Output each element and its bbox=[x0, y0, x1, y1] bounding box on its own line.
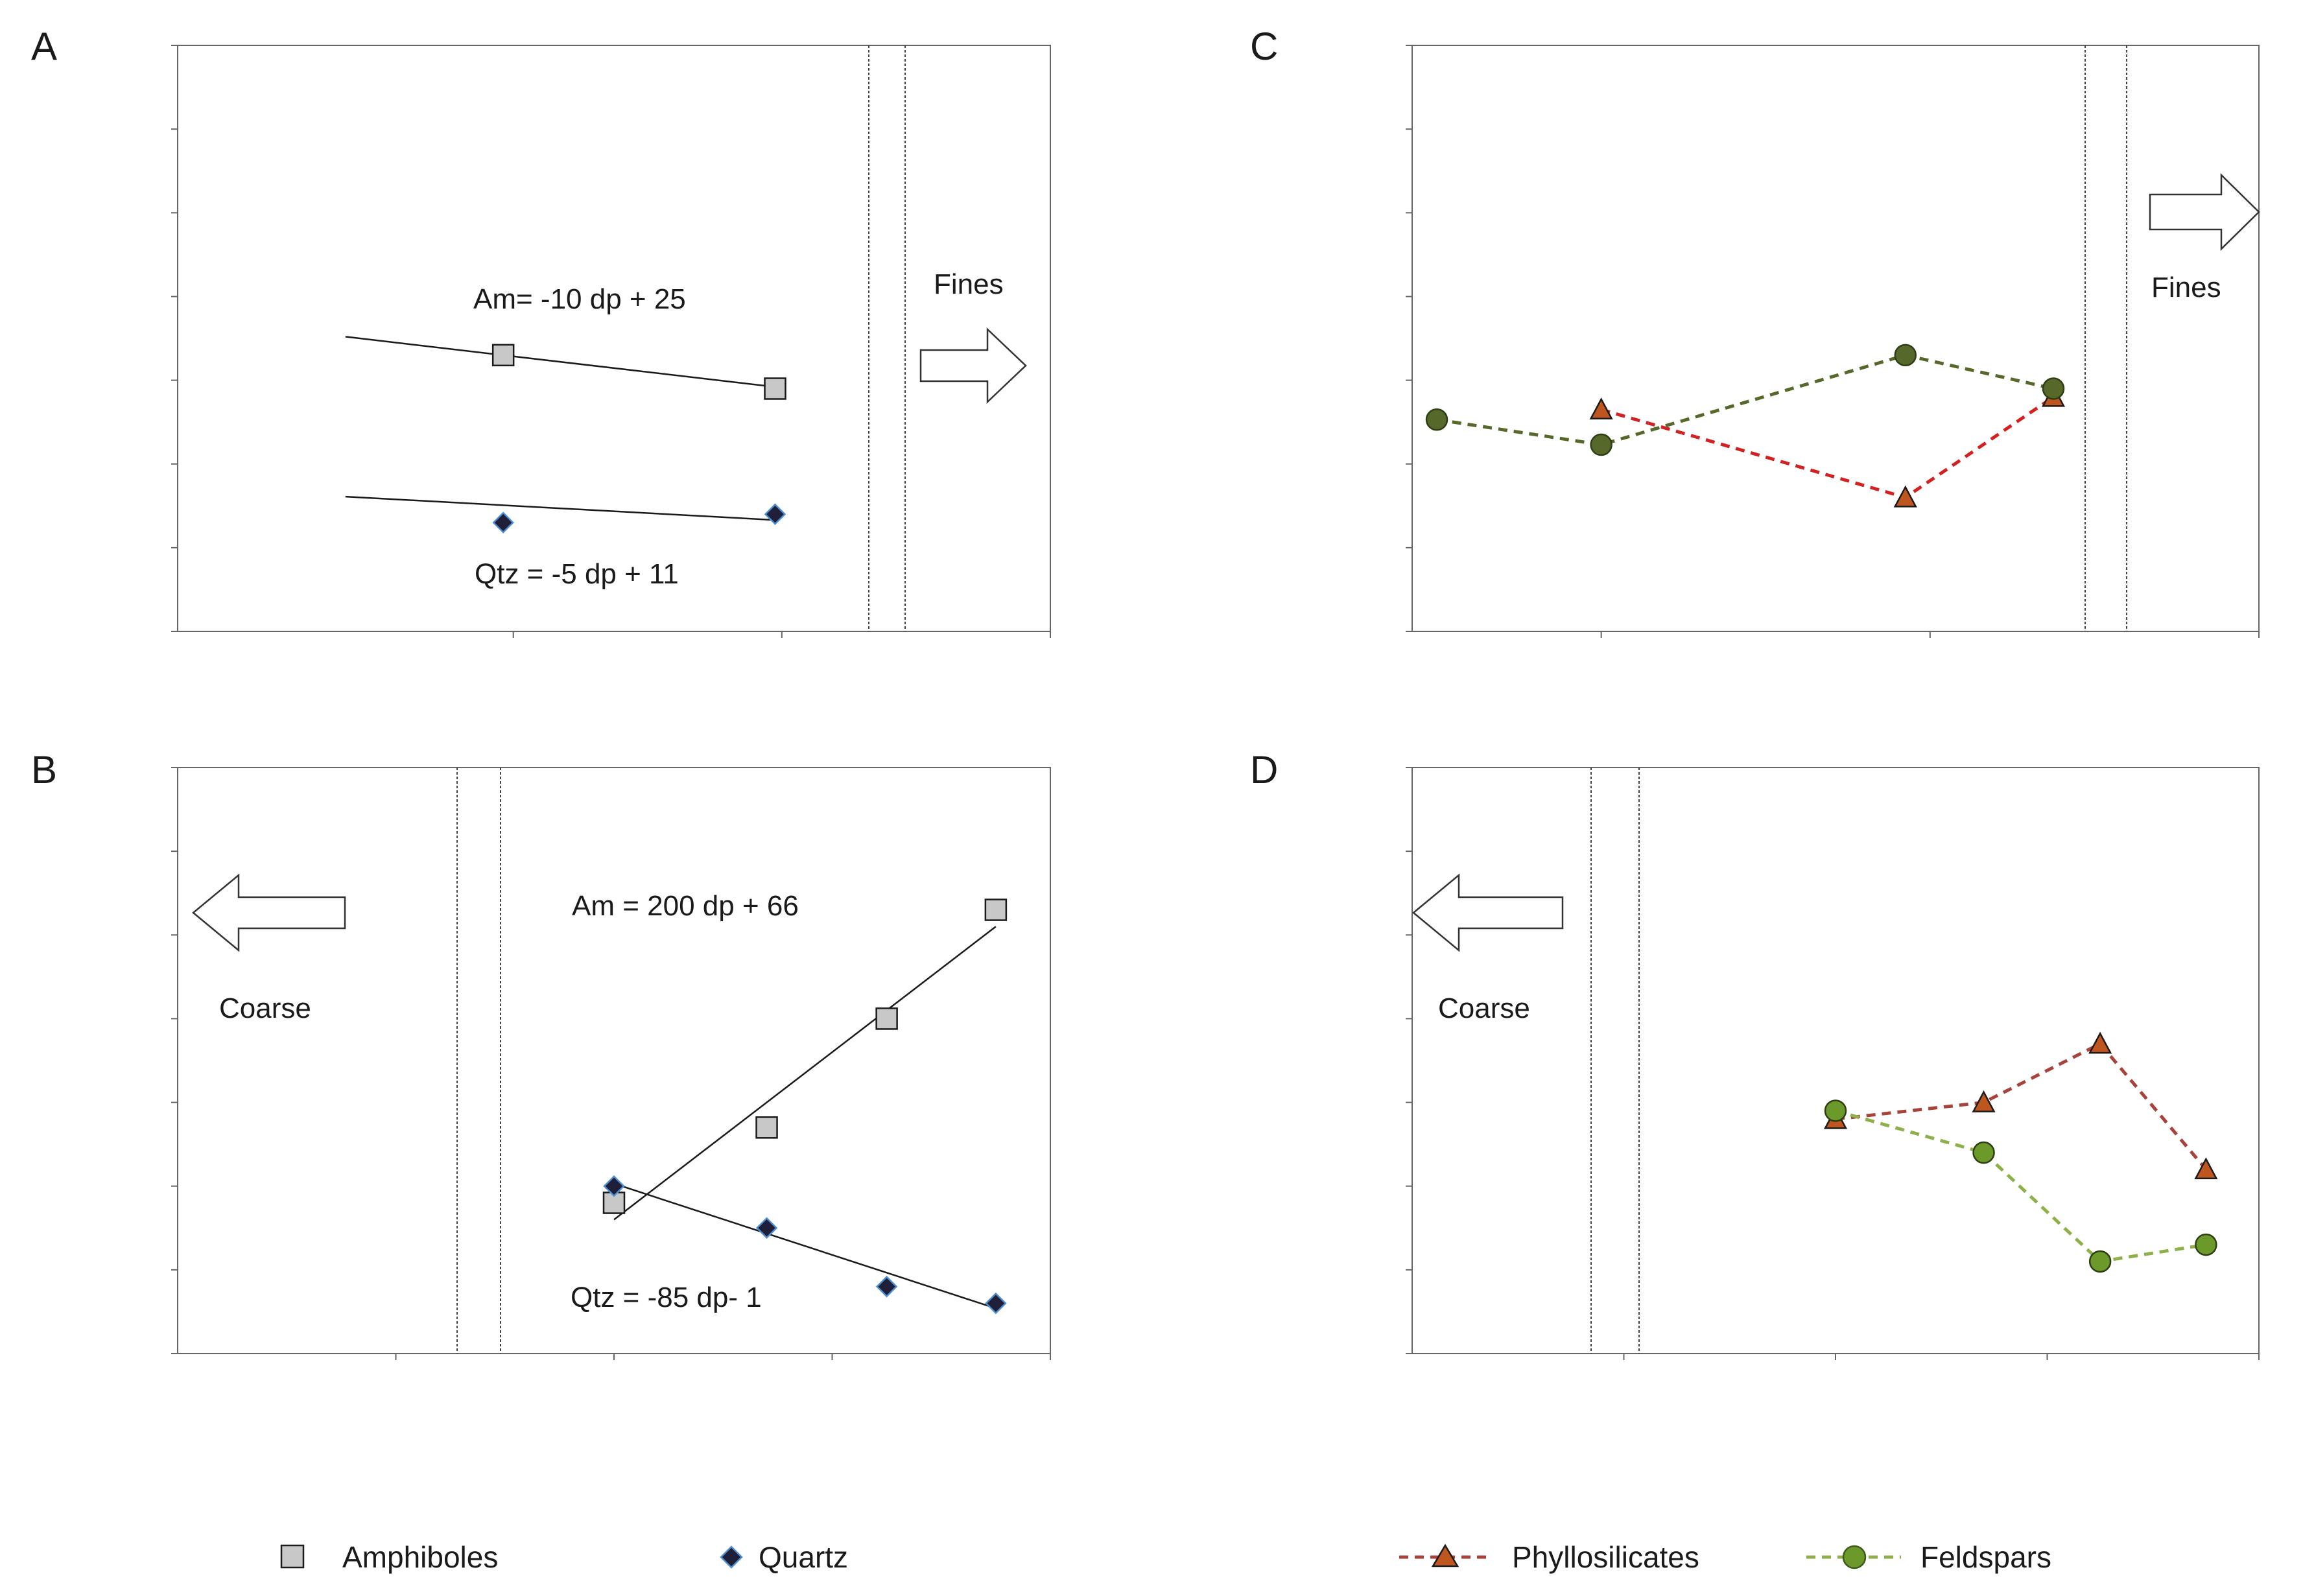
panel-a-axes bbox=[171, 45, 1051, 638]
panel-a-quartz-point bbox=[492, 511, 514, 534]
panel-c: C Fines bbox=[1250, 25, 2260, 638]
legend-left: Amphiboles Quartz bbox=[280, 1540, 848, 1574]
panel-c-letter: C bbox=[1250, 25, 1278, 68]
panel-b-arrow-label: Coarse bbox=[219, 992, 311, 1024]
panel-b-quartz-point bbox=[603, 1175, 625, 1197]
panel-c-feldspars-point bbox=[2042, 377, 2065, 400]
panel-a-qtz-equation: Qtz = -5 dp + 11 bbox=[475, 558, 679, 590]
panel-d-phyllosilicates-point bbox=[2088, 1031, 2112, 1054]
panel-b-marks bbox=[602, 898, 1008, 1315]
panel-b-trendline-amphiboles bbox=[613, 926, 997, 1221]
panel-b-am-equation: Am = 200 dp + 66 bbox=[572, 890, 799, 922]
panel-b-amphiboles-point bbox=[755, 1116, 778, 1139]
panel-a-quartz-point bbox=[764, 503, 786, 525]
panel-d-feldspars-point bbox=[2088, 1250, 2112, 1273]
panel-d-phyllosilicates-point bbox=[2194, 1157, 2218, 1180]
panel-d-plot-area bbox=[1411, 767, 2260, 1354]
panel-d-phyllosilicates-point bbox=[1972, 1090, 1996, 1112]
panel-d-feldspars-point bbox=[1824, 1099, 1847, 1122]
panel-a-trendline-quartz bbox=[345, 495, 775, 521]
panel-c-plot-area bbox=[1411, 45, 2260, 632]
panel-d-marks bbox=[1823, 1031, 2218, 1273]
panel-c-axes bbox=[1406, 45, 2260, 638]
panel-b-amphiboles-point bbox=[875, 1007, 898, 1030]
legend-feldspars-marker bbox=[1842, 1545, 1867, 1569]
panel-c-feldspars-point bbox=[1590, 433, 1612, 456]
panel-c-feldspars-line bbox=[1436, 353, 2054, 447]
panel-b-quartz-point bbox=[985, 1292, 1007, 1315]
panel-d: D Coarse bbox=[1250, 748, 2260, 1360]
legend-phyllosilicates-label: Phyllosilicates bbox=[1512, 1540, 1699, 1574]
panel-d-letter: D bbox=[1250, 748, 1278, 792]
panel-b-quartz-point bbox=[755, 1217, 778, 1239]
panel-a-trendline-amphiboles bbox=[345, 336, 775, 388]
coarse-arrow-icon bbox=[1412, 873, 1564, 952]
legend-quartz-label: Quartz bbox=[759, 1540, 848, 1574]
panel-a: A Fines Am= -10 dp + 25 Qtz = -5 dp + 11 bbox=[31, 25, 1051, 638]
fines-arrow-icon bbox=[2149, 173, 2260, 251]
panel-a-arrow-label: Fines bbox=[934, 268, 1004, 300]
panel-a-marks bbox=[345, 336, 786, 534]
panel-c-phyllosilicates-line bbox=[1600, 395, 2055, 500]
panel-d-feldspars-point bbox=[2195, 1233, 2217, 1256]
panel-b-amphiboles-point bbox=[984, 898, 1008, 921]
panel-b-quartz-point bbox=[875, 1275, 898, 1298]
panel-c-arrow-label: Fines bbox=[2151, 272, 2221, 303]
legend-amphiboles-label: Amphiboles bbox=[342, 1540, 498, 1574]
panel-b-trendline-quartz bbox=[613, 1182, 997, 1309]
panel-c-phyllosilicates-point bbox=[1893, 485, 1917, 508]
panel-a-letter: A bbox=[31, 25, 57, 68]
legend-amphiboles-marker bbox=[280, 1544, 305, 1569]
panel-d-arrow-label: Coarse bbox=[1438, 992, 1530, 1024]
panel-c-phyllosilicates-point bbox=[1589, 397, 1613, 420]
panel-c-marks bbox=[1425, 344, 2066, 508]
coarse-arrow-icon bbox=[192, 873, 346, 952]
panel-a-amphiboles-point bbox=[764, 377, 786, 400]
panel-a-am-equation: Am= -10 dp + 25 bbox=[473, 283, 686, 315]
panel-b-axes bbox=[171, 767, 1051, 1360]
panel-a-amphiboles-point bbox=[491, 344, 515, 367]
panel-d-feldspars-line bbox=[1835, 1109, 2206, 1263]
panel-b-qtz-equation: Qtz = -85 dp- 1 bbox=[571, 1282, 762, 1313]
panel-c-feldspars-point bbox=[1425, 408, 1448, 431]
fines-arrow-icon bbox=[919, 327, 1027, 404]
panel-d-phyllosilicates-line bbox=[1835, 1042, 2208, 1171]
panel-b-plot-area bbox=[177, 767, 1051, 1354]
legend-quartz-marker bbox=[720, 1545, 743, 1569]
panel-b-letter: B bbox=[31, 748, 57, 792]
legend-right: Phyllosilicates Feldspars bbox=[1399, 1540, 2051, 1574]
panel-b: B Coarse Am = 200 dp + 66 Qtz = -85 dp- … bbox=[31, 748, 1051, 1360]
panel-d-feldspars-point bbox=[1972, 1141, 1995, 1164]
panel-d-axes bbox=[1406, 767, 2260, 1360]
panel-a-plot-area bbox=[177, 45, 1051, 632]
legend-feldspars-label: Feldspars bbox=[1920, 1540, 2051, 1574]
panel-c-feldspars-point bbox=[1894, 344, 1917, 367]
legend-phyllosilicates-marker bbox=[1431, 1543, 1459, 1567]
